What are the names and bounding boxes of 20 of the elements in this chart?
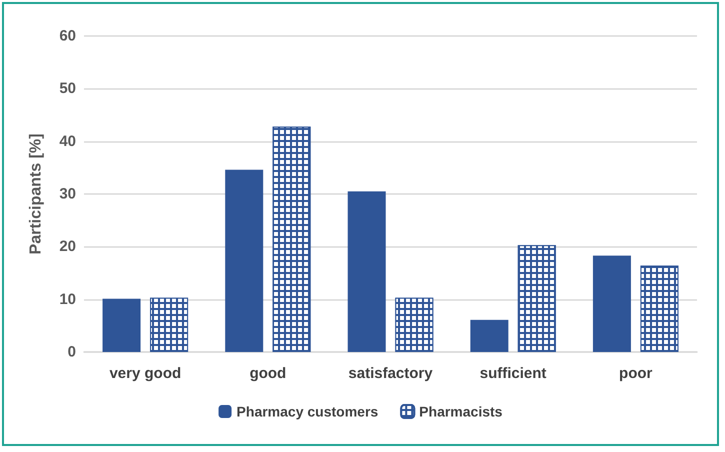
y-tick-label: 20: [59, 238, 76, 256]
x-tick-label: poor: [619, 365, 653, 382]
y-tick-label: 50: [59, 80, 76, 98]
x-tick-label: very good: [109, 365, 182, 382]
bar: [225, 170, 264, 352]
bar: [592, 256, 631, 352]
y-tick-label: 10: [59, 290, 76, 308]
y-tick-label: 0: [68, 344, 76, 360]
bar: [348, 191, 386, 352]
x-tick-label: satisfactory: [348, 365, 434, 382]
y-tick-label: 30: [59, 186, 76, 202]
y-tick-label: 60: [59, 28, 76, 44]
x-tick-label: good: [250, 365, 286, 382]
x-tick-label: sufficient: [480, 365, 546, 382]
legend-label: Pharmacists: [419, 404, 503, 420]
bar: [102, 298, 141, 352]
legend-label: Pharmacy customers: [236, 404, 378, 420]
y-tick-label: 40: [59, 132, 76, 150]
y-axis-title: Participants [%]: [28, 134, 44, 254]
bar: [470, 320, 508, 352]
